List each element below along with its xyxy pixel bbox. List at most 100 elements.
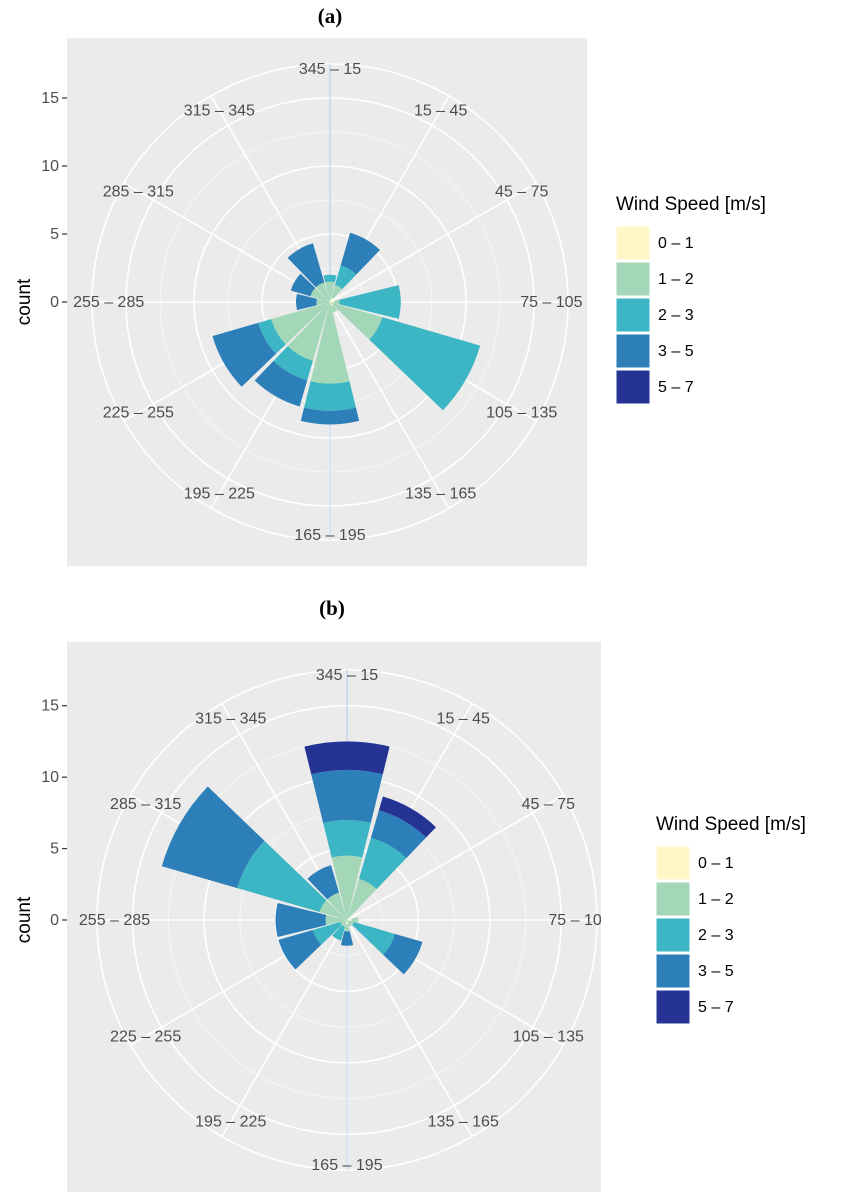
legend-swatch: [655, 845, 691, 881]
direction-label: 105 – 135: [513, 1028, 584, 1045]
direction-label: 165 – 195: [294, 527, 365, 544]
bar-segment: [323, 274, 337, 283]
bar-segment: [383, 933, 423, 975]
bar-segment: [330, 298, 333, 302]
panel-label: (b): [319, 596, 345, 620]
bar-segment: [319, 900, 347, 920]
bar-segment: [331, 304, 338, 313]
bar-segment: [212, 322, 277, 387]
direction-label: 345 – 15: [299, 61, 361, 78]
direction-label: 135 – 165: [405, 486, 476, 503]
bar-segment: [351, 917, 359, 923]
legend-label: 2 – 3: [698, 927, 734, 944]
legend-swatch: [615, 225, 651, 261]
bar-segment: [334, 265, 357, 290]
y-tick-label: 0: [50, 294, 59, 311]
bar-segment: [307, 865, 340, 900]
bar-segment: [273, 346, 313, 381]
direction-label: 105 – 135: [486, 405, 557, 422]
direction-label: 345 – 15: [316, 667, 378, 684]
bar-segment: [331, 855, 363, 920]
legend-swatch: [615, 333, 651, 369]
direction-label: 315 – 345: [184, 102, 255, 119]
direction-label: 15 – 45: [437, 711, 490, 728]
legend-label: 5 – 7: [658, 379, 694, 396]
bar-segment: [258, 319, 286, 354]
bar-segment: [352, 921, 396, 955]
grid-spoke: [346, 919, 473, 1137]
bar-segment: [254, 360, 308, 407]
bar-segment: [333, 299, 340, 305]
bar-segment: [271, 302, 330, 345]
grid-spoke: [329, 182, 537, 303]
bar-segment: [287, 243, 325, 288]
grid-spoke: [346, 794, 564, 921]
bar-segment: [347, 920, 352, 927]
legend-swatch: [655, 953, 691, 989]
wind-rose-chart: 345 – 15 15 – 45 45 – 75 75 – 105 105 – 135 1…: [14, 642, 806, 1192]
grid-spoke: [221, 919, 348, 1137]
bar-segment: [369, 317, 481, 411]
y-tick-label: 5: [50, 841, 59, 858]
legend-swatch: [655, 881, 691, 917]
bar-segment: [342, 920, 347, 927]
direction-label: 285 – 315: [103, 183, 174, 200]
bar-segment: [237, 840, 327, 913]
bar-segment: [339, 285, 401, 319]
bar-segment: [300, 407, 360, 425]
bar-segment: [345, 920, 349, 925]
direction-label: 195 – 225: [195, 1113, 266, 1130]
bar-segment: [275, 902, 327, 938]
bar-segment: [331, 285, 343, 300]
legend-label: 1 – 2: [698, 891, 734, 908]
legend-swatch: [655, 989, 691, 1025]
legend-swatch: [615, 369, 651, 405]
direction-label: 75 – 105: [548, 912, 610, 929]
bar-segment: [310, 302, 350, 384]
legend-title: Wind Speed [m/s]: [616, 194, 766, 215]
panel-label: (a): [317, 4, 343, 28]
direction-label: 135 – 165: [428, 1113, 499, 1130]
y-axis-label: count: [14, 278, 35, 325]
bar-segment: [347, 918, 352, 922]
bar-segment: [330, 302, 383, 340]
legend-swatch: [655, 917, 691, 953]
direction-label: 165 – 195: [311, 1157, 382, 1174]
bar-segment: [311, 770, 383, 823]
direction-label: 225 – 255: [103, 405, 174, 422]
bar-segment: [296, 293, 317, 311]
direction-label: 315 – 345: [195, 711, 266, 728]
y-tick-label: 0: [50, 912, 59, 929]
bar-segment: [330, 302, 333, 306]
bar-segment: [290, 273, 316, 297]
legend-label: 1 – 2: [658, 271, 694, 288]
grid-spoke: [329, 301, 450, 509]
wind-rose-chart: 345 – 15 15 – 45 45 – 75 75 – 105 105 – 135 1…: [14, 38, 766, 566]
y-tick-label: 5: [50, 226, 59, 243]
y-tick-label: 10: [41, 769, 59, 786]
bar-segment: [304, 381, 356, 411]
bar-segment: [316, 298, 330, 306]
legend-label: 2 – 3: [658, 307, 694, 324]
bar-segment: [340, 931, 354, 946]
bar-segment: [325, 914, 347, 926]
bar-segment: [370, 810, 427, 859]
direction-label: 15 – 45: [414, 102, 467, 119]
bar-segment: [325, 281, 335, 302]
direction-label: 255 – 285: [73, 294, 144, 311]
figure-a: (a) 345 – 15 15 – 45 45 – 75 75 – 105 105 – …: [0, 0, 846, 594]
bar-segment: [287, 302, 330, 361]
bar-segment: [278, 929, 322, 970]
direction-label: 75 – 105: [520, 294, 582, 311]
bar-segment: [340, 232, 380, 275]
bar-segment: [330, 301, 335, 303]
bar-segment: [358, 837, 407, 890]
legend-label: 5 – 7: [698, 999, 734, 1016]
figure-b: (b) 345 – 15 15 – 45 45 – 75 75 – 105 105 – …: [0, 594, 846, 1192]
bar-segment: [304, 741, 390, 775]
direction-label: 285 – 315: [110, 796, 181, 813]
legend-label: 3 – 5: [658, 343, 694, 360]
bar-segment: [344, 924, 350, 932]
legend-label: 0 – 1: [698, 855, 734, 872]
bar-segment: [310, 287, 330, 302]
